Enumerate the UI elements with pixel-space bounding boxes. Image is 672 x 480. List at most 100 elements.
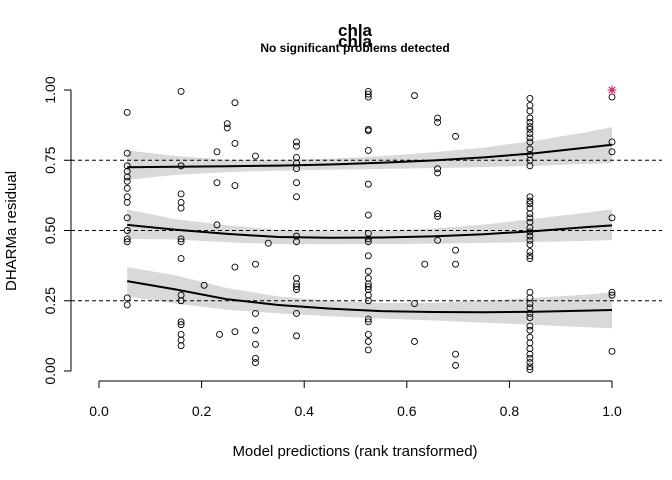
quantile-curve-0.5: [127, 223, 613, 239]
outlier-points: [607, 85, 617, 95]
y-tick-label: 0.75: [42, 146, 58, 173]
data-point: [364, 315, 372, 323]
data-point: [177, 342, 185, 350]
data-point: [434, 165, 442, 173]
quantile-curve-0.25: [127, 280, 613, 314]
data-point: [177, 336, 185, 344]
data-point: [526, 354, 534, 362]
data-point: [364, 331, 372, 338]
quantile-curve-0.75: [127, 143, 613, 169]
data-point: [526, 130, 534, 138]
data-point: [231, 99, 239, 107]
data-point: [364, 291, 372, 299]
outlier-point: [607, 85, 617, 95]
data-point: [364, 297, 372, 305]
x-tick-label: 0.8: [500, 403, 520, 419]
data-point: [364, 274, 372, 282]
data-point: [608, 288, 616, 296]
y-tick-label: 0.00: [42, 357, 58, 384]
data-point: [123, 184, 131, 192]
data-point: [434, 236, 442, 244]
data-point: [452, 361, 459, 369]
x-tick-label: 0.2: [192, 403, 212, 419]
data-point: [213, 221, 221, 229]
data-point: [526, 107, 534, 115]
data-point: [608, 214, 616, 222]
data-point: [434, 114, 442, 122]
data-point: [293, 332, 300, 340]
x-tick-label: 1.0: [602, 403, 622, 419]
data-point: [452, 260, 459, 268]
data-point: [252, 359, 259, 367]
data-point: [526, 350, 534, 358]
data-point: [434, 169, 442, 177]
axes: 0.0 0.2 0.4 0.6 0.8 1.0 0.00 0.25 0.50 0.75 1.00: [42, 76, 622, 419]
data-point: [293, 153, 300, 161]
data-point: [177, 162, 185, 170]
data-point: [608, 291, 616, 299]
data-point: [526, 252, 534, 260]
data-point: [526, 94, 534, 102]
data-point: [526, 345, 534, 352]
data-point: [526, 288, 534, 296]
data-point: [364, 235, 372, 243]
data-point: [526, 224, 534, 232]
data-point: [526, 326, 534, 334]
data-point: [293, 193, 300, 201]
data-point: [452, 350, 459, 358]
data-point: [526, 114, 534, 122]
data-point: [252, 309, 259, 317]
data-point: [364, 180, 372, 188]
data-point: [608, 148, 616, 156]
data-point: [293, 179, 300, 187]
data-point: [526, 102, 534, 109]
data-point: [364, 346, 372, 354]
quantile-curves: [127, 143, 613, 314]
data-point: [123, 235, 131, 243]
chart-title: chla: [338, 21, 373, 40]
data-point: [177, 331, 185, 338]
data-point: [526, 309, 534, 317]
data-point: [526, 322, 534, 330]
chart-subtitle: No significant problems detected: [260, 41, 449, 55]
data-point: [608, 347, 616, 355]
data-point: [123, 227, 131, 234]
y-axis-label: DHARMa residual: [3, 171, 20, 291]
data-point: [364, 338, 372, 345]
data-point: [526, 255, 534, 263]
data-point: [526, 123, 534, 130]
data-point: [123, 198, 131, 206]
data-point: [526, 363, 534, 371]
data-point: [252, 340, 259, 348]
data-point: [231, 182, 239, 189]
data-point: [526, 333, 534, 341]
data-point: [177, 235, 185, 243]
data-point: [123, 294, 131, 302]
data-point: [252, 152, 259, 160]
data-point: [526, 366, 534, 374]
data-point: [223, 120, 231, 128]
data-point: [526, 210, 534, 218]
data-point: [608, 93, 616, 101]
data-point: [216, 331, 224, 338]
data-point: [526, 359, 534, 367]
data-point: [434, 210, 442, 218]
data-point: [411, 338, 418, 345]
data-point: [526, 232, 534, 240]
y-tick-label: 1.00: [42, 76, 58, 103]
data-point: [526, 162, 534, 170]
data-point: [608, 138, 616, 146]
data-point: [264, 239, 272, 247]
data-point: [177, 198, 185, 206]
data-point: [526, 134, 534, 142]
y-tick-label: 0.25: [42, 287, 58, 314]
data-point: [293, 238, 300, 246]
data-point: [123, 173, 131, 181]
data-point: [364, 252, 372, 260]
data-point: [526, 236, 534, 244]
data-point: [364, 283, 372, 291]
data-point: [526, 204, 534, 212]
data-point: [526, 300, 534, 308]
data-point: [526, 138, 534, 146]
